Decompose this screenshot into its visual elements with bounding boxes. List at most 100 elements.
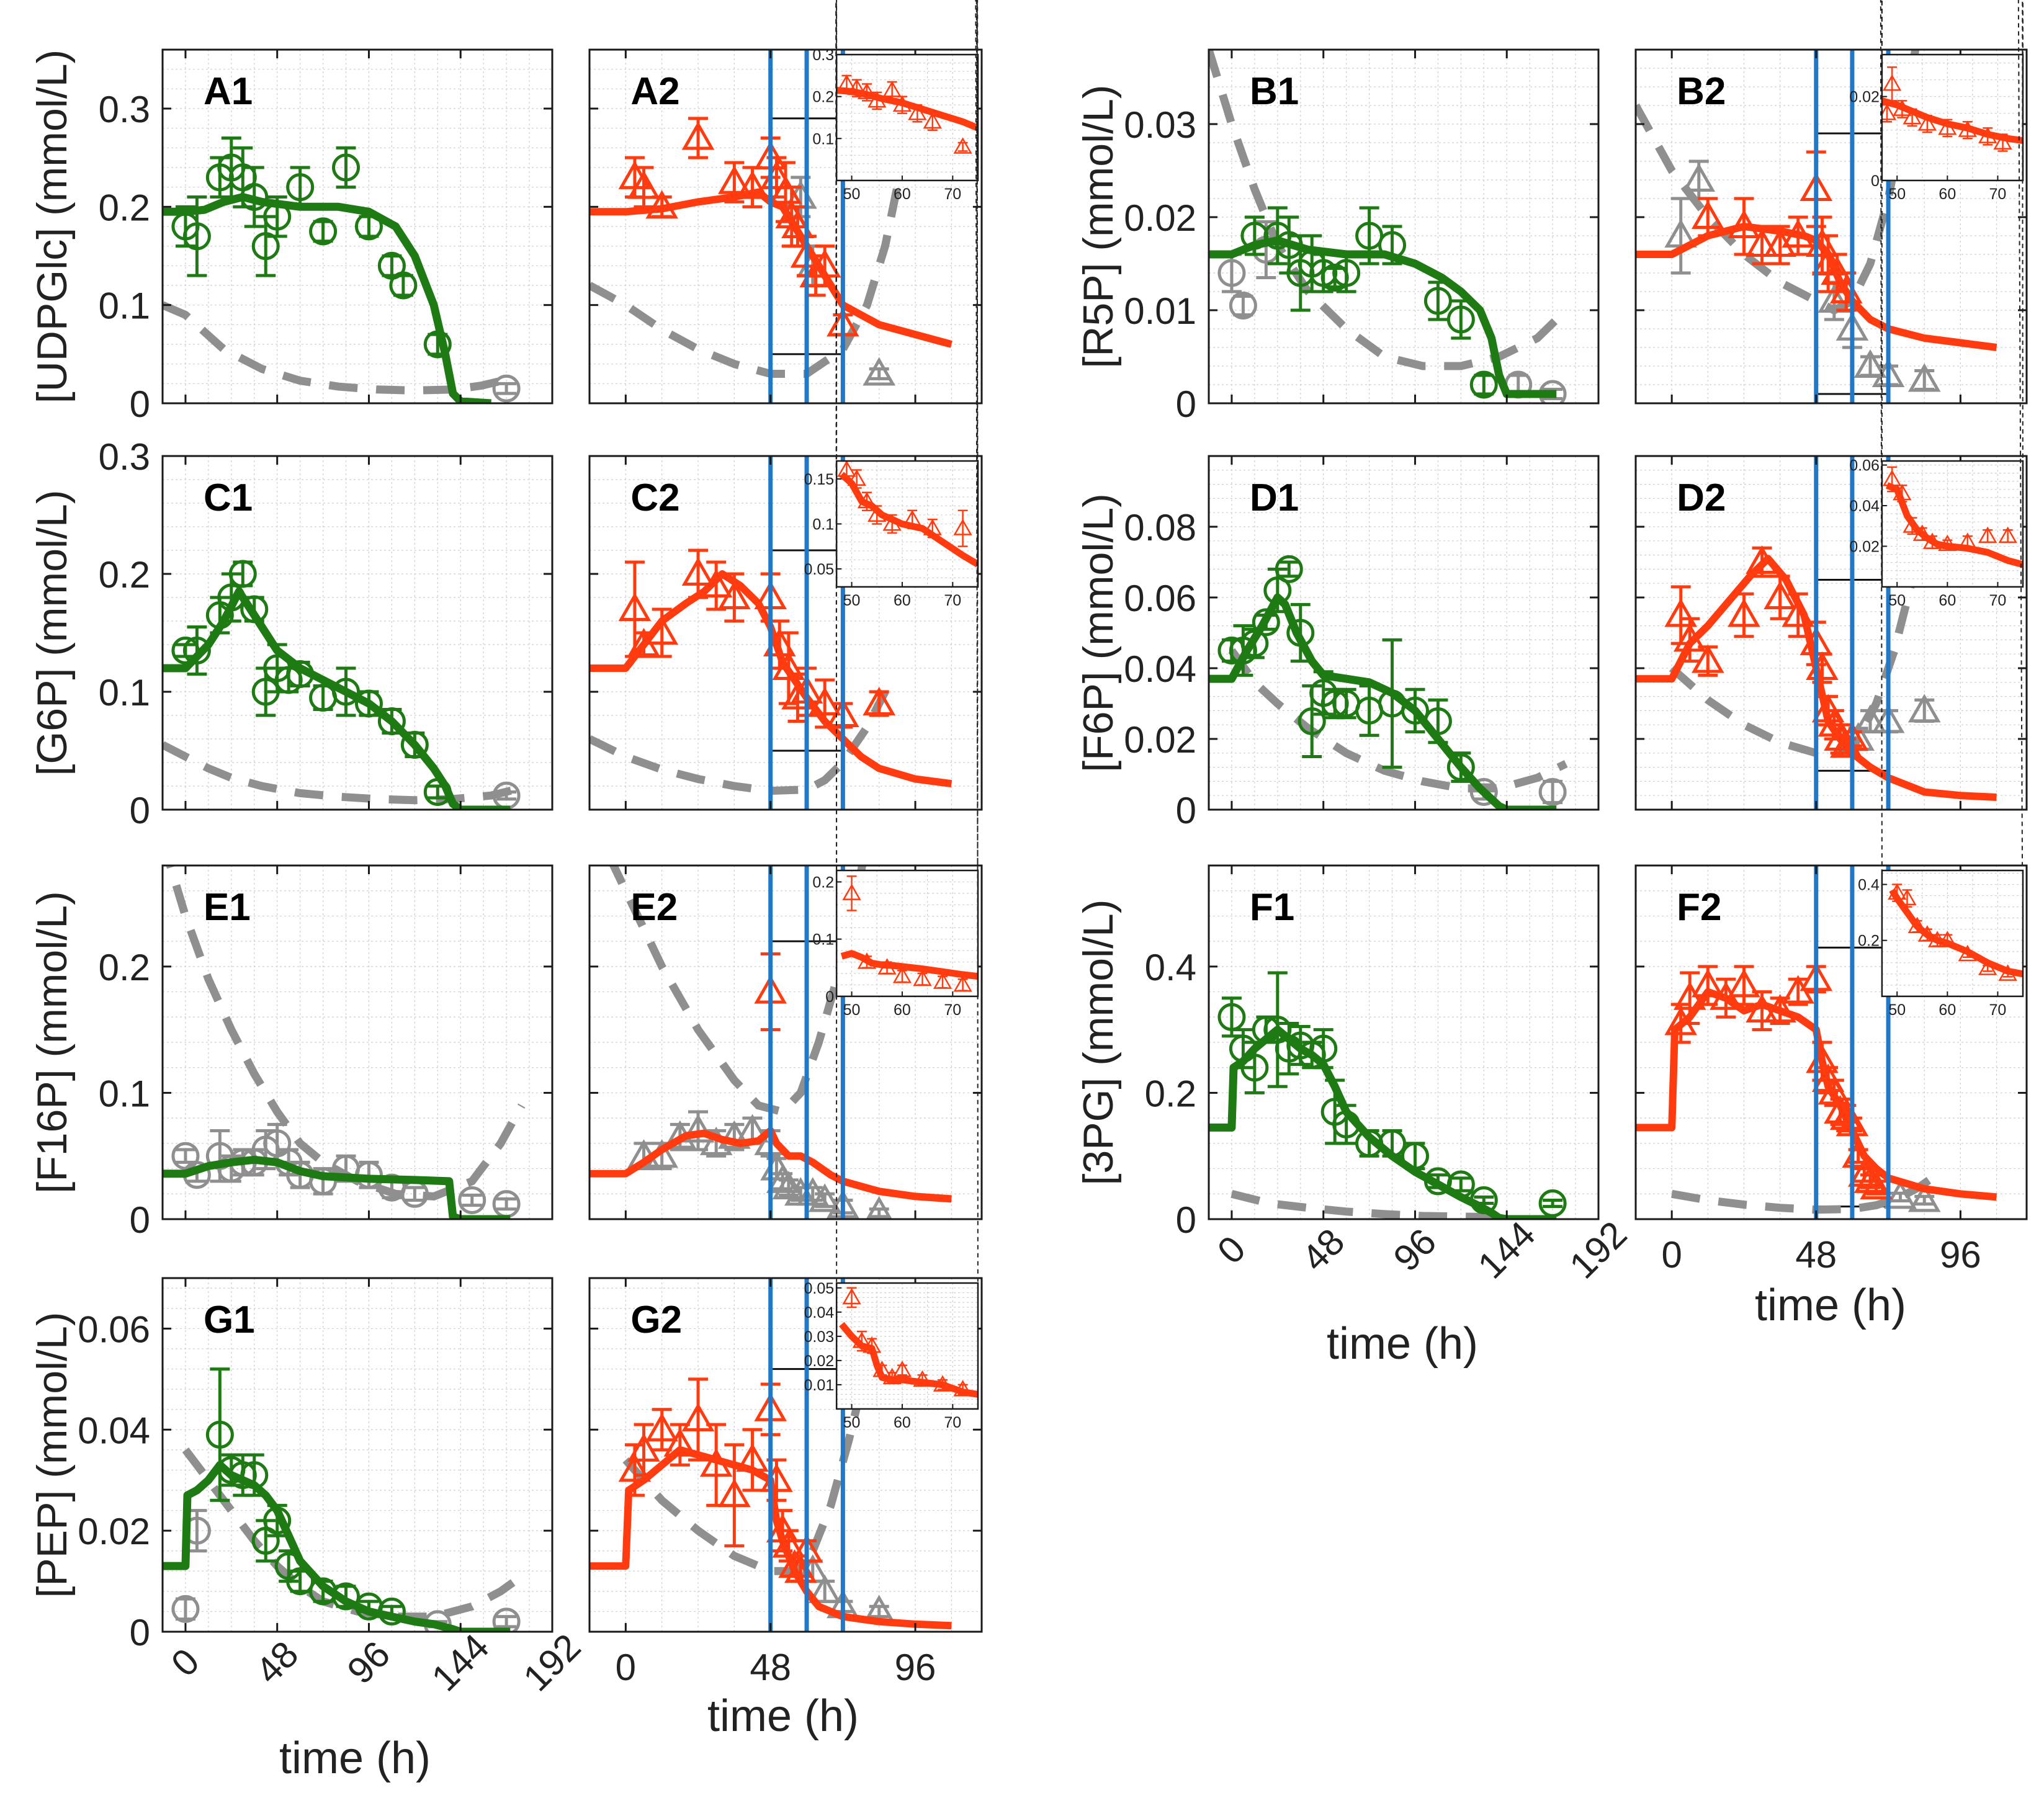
panel-label: F1 [1250,886,1294,929]
reference-errorbar [1233,295,1253,316]
inset-plot-area [1881,66,2023,152]
inset-data-point [1993,133,2012,150]
reference-point [863,357,896,386]
data-errorbar [1382,638,1402,769]
inset-background [1881,461,2023,587]
y-tick-label: 0.08 [1124,507,1196,548]
panel-label: E2 [630,886,678,929]
y-ticks: 0 0.2 0.4 [1145,947,1598,1241]
data-point [286,173,315,202]
reference-point [1907,363,1941,392]
y-tick-label: 0.1 [99,672,150,713]
y-tick-label: 0.02 [78,1511,150,1552]
data-point [1821,256,1853,285]
x-axis-label-left-column: time (h) [279,1733,431,1783]
reference-curve [1209,50,1569,370]
inset-data-point [847,78,866,96]
reference-data [627,1110,892,1219]
y-tick-label: 0.06 [1124,578,1196,619]
inset-y-tick-label: 0.04 [804,1304,834,1322]
inset-y-tick-label: 0.02 [804,1353,834,1370]
plot-area [1209,971,1567,1219]
inset-data-point [892,95,912,112]
measured-data [1240,206,1498,399]
data-errorbar [313,220,333,243]
data-errorbar [1474,1195,1494,1205]
reference-point [1217,259,1246,287]
data-point [240,595,269,624]
inset-x-tick-label: 50 [843,592,861,609]
x-tick-labels: 0 48 96 [1661,1234,1981,1276]
y-tick-label: 0 [1176,790,1196,831]
plot-area [163,136,521,403]
y-ticks: 0 0.1 0.2 0.3 [99,436,552,831]
data-point [251,232,280,261]
y-tick-label: 0 [130,790,150,831]
inset-data-point [867,91,887,108]
data-errorbar [244,166,264,228]
inset-y-tick-label: 0 [1871,172,1880,190]
inset-x-tick-label: 50 [843,1414,861,1431]
y-tick-label: 0.1 [99,1073,150,1114]
inset-x-tick-label: 70 [944,1001,961,1019]
y-tick-label: 0 [1176,1199,1196,1241]
inset-y-tick-label: 0.2 [812,89,834,106]
x-tick-label: 192 [1561,1213,1634,1286]
y-axis-label: [F16P] (mmol/L) [29,891,76,1193]
data-point [718,165,751,194]
inset-y-tick-label: 0.03 [804,1328,834,1346]
reference-point [1229,292,1257,320]
x-tick-label: 192 [515,1626,588,1699]
inset-x-tick-label: 60 [1939,592,1956,609]
panel-F2: F2 0.2 0.4 50 60 70 [1634,0,2028,1220]
data-errorbar [1359,206,1379,266]
data-errorbar [221,136,241,199]
data-point [228,560,257,588]
data-point [1446,305,1475,334]
data-errorbar [187,195,207,277]
data-point [377,707,406,735]
x-tick-label: 144 [1470,1213,1543,1286]
data-point [1332,259,1361,287]
inset-y-tick-label: 0.02 [1849,538,1880,555]
y-tick-label: 0.04 [78,1410,150,1451]
data-point [182,222,211,251]
data-errorbar [313,684,333,711]
data-point [354,212,383,241]
data-point [332,153,361,182]
y-tick-label: 0.2 [99,947,150,988]
axes-frame [1208,48,1600,405]
panel-label: E1 [204,886,251,929]
panel-A2: A2 0.1 0.2 0.3 50 60 70 [588,0,983,405]
inset-x-tick-label: 50 [1888,186,1906,203]
data-point [1728,209,1760,238]
inset-x-tick-label: 50 [843,186,861,203]
y-axis-label: [PEP] (mmol/L) [29,1312,76,1598]
inset-y-tick-label: 0.05 [804,1280,834,1297]
data-point [182,637,211,664]
inset-data-point [1938,118,1957,135]
connector-line [1881,0,1883,55]
data-point [309,217,338,246]
y-axis-label: [UDPGlc] (mmol/L) [29,50,76,403]
data-point [627,170,660,199]
panel-F1: 0 0.2 0.4 F1 [1145,864,1600,1241]
reference-data [492,374,521,403]
data-point [1746,228,1778,257]
inset-y-tick-label: 0.1 [812,516,834,533]
panel-A1: 0 0.1 0.2 0.3 A1 [99,48,554,425]
data-point [1378,231,1407,259]
data-point [217,583,246,612]
plot-area [163,560,521,810]
y-tick-label: 0 [130,1612,150,1653]
reference-errorbar [1543,779,1563,805]
y-tick-label: 0.2 [99,187,150,228]
data-point [423,330,452,359]
data-point [699,568,733,597]
inset-x-tick-label: 60 [894,592,911,609]
inset-D2: 0.02 0.04 0.06 50 60 70 [1849,457,2024,609]
x-ticks [1670,50,1961,403]
y-tick-label: 0.2 [99,554,150,596]
inset-x-tick-label: 50 [1888,592,1906,609]
data-point [645,615,678,645]
